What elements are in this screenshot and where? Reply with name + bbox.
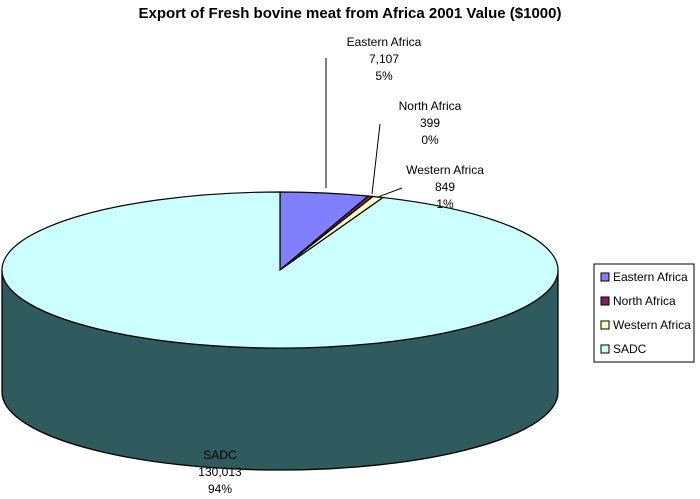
slice-label-sadc-percent: 94% — [208, 482, 232, 496]
legend-label-sadc: SADC — [613, 342, 647, 356]
legend-swatch-sadc — [600, 344, 610, 354]
slice-label-north-africa-name: North Africa — [399, 99, 462, 113]
slice-label-western-africa-value: 849 — [435, 180, 455, 194]
leader-line-north-africa — [371, 123, 381, 195]
pie-slice-sadc — [1, 191, 559, 349]
slice-label-north-africa-value: 399 — [420, 116, 440, 130]
legend-label-eastern-africa: Eastern Africa — [613, 270, 688, 284]
leader-line-western-africa — [377, 187, 403, 198]
slice-label-eastern-africa-percent: 5% — [375, 69, 393, 83]
slice-label-western-africa-percent: 1% — [436, 197, 454, 211]
legend-box — [593, 263, 695, 363]
leader-lines — [325, 58, 403, 198]
slice-label-eastern-africa-value: 7,107 — [369, 52, 399, 66]
slice-labels: Eastern Africa 7,107 5% North Africa 399 0% We… — [198, 35, 484, 496]
legend-label-north-africa: North Africa — [613, 294, 676, 308]
legend-swatch-western-africa — [600, 320, 610, 330]
slice-label-sadc-name: SADC — [203, 448, 237, 462]
slice-label-sadc-value: 130,013 — [198, 465, 242, 479]
legend-swatch-north-africa — [600, 296, 610, 306]
slice-label-north-africa-percent: 0% — [421, 133, 439, 147]
chart-title: Export of Fresh bovine meat from Africa … — [139, 5, 562, 22]
slice-label-western-africa-name: Western Africa — [406, 163, 484, 177]
pie-top-face — [1, 191, 559, 349]
legend-label-western-africa: Western Africa — [613, 318, 691, 332]
slice-label-eastern-africa-name: Eastern Africa — [347, 35, 422, 49]
legend-swatch-eastern-africa — [600, 272, 610, 282]
legend: Eastern Africa North Africa Western Africa… — [593, 263, 695, 363]
